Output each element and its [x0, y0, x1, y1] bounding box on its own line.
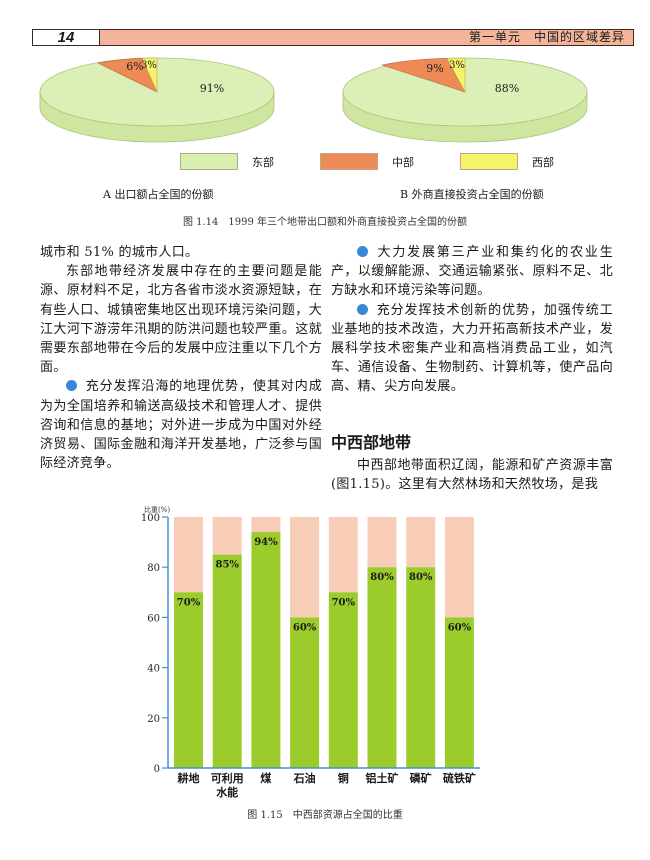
- right-text-column: 大力发展第三产业和集约化的农业生产，以缓解能源、交通运输紧张、原料不足、北方缺水…: [331, 243, 613, 397]
- pie-a-label-east: 91%: [200, 82, 224, 95]
- bar-remainder: [251, 517, 281, 533]
- bullet-icon: [66, 380, 77, 392]
- bar-value-label: 80%: [370, 572, 394, 583]
- bar-value-label: 60%: [293, 622, 317, 633]
- page-header: 14 第一单元 中国的区域差异: [32, 29, 634, 46]
- bullet-item-innovation: 充分发挥技术创新的优势，加强传统工业基地的技术改造，大力开拓高新技术产业，发展科…: [331, 301, 613, 397]
- pie-a-label-central: 6%: [126, 60, 143, 73]
- bar-value-label: 85%: [215, 560, 239, 571]
- left-text-column: 城市和 51% 的城市人口。 东部地带经济发展中存在的主要问题是能源、原材料不足…: [40, 243, 322, 473]
- unit-title: 第一单元 中国的区域差异: [100, 30, 633, 45]
- bar-remainder: [406, 517, 436, 568]
- x-tick-label: 煤: [260, 771, 272, 785]
- section-paragraph: 中西部地带面积辽阔，能源和矿产资源丰富(图1.15)。这里有大然林场和天然牧场，…: [331, 456, 613, 494]
- bar-value-label: 94%: [254, 537, 278, 548]
- bar-value: [174, 592, 203, 768]
- y-tick-label: 80: [147, 563, 160, 574]
- bar-value: [251, 532, 281, 768]
- bullet-text: 充分发挥沿海的地理优势，使其对内成为为全国培养和输送高级技术和管理人才、提供咨询…: [40, 379, 322, 472]
- bar-remainder: [212, 517, 242, 555]
- bar-value: [328, 592, 358, 768]
- pie-b-caption: B 外商直接投资占全国的份额: [400, 188, 544, 201]
- pie-b-label-west: 3%: [449, 60, 465, 71]
- bar-chart-resources: 比重(%) 70% 耕地 85% 可利用 水能 94% 煤 60% 石油 70% 铜 80% 铝土矿 80%…: [130, 505, 490, 805]
- pie-legend: 东部 中部 西部: [180, 153, 600, 170]
- bullet-text: 大力发展第三产业和集约化的农业生产，以缓解能源、交通运输紧张、原料不足、北方缺水…: [331, 245, 613, 299]
- pie-a-caption: A 出口额占全国的份额: [103, 188, 214, 201]
- y-tick-label: 0: [154, 764, 160, 775]
- figure-1-14-caption: 图 1.14 1999 年三个地带出口额和外商直接投资占全国的份额: [182, 217, 468, 228]
- paragraph-continuation: 城市和 51% 的城市人口。: [40, 245, 199, 260]
- legend-label-west: 西部: [532, 155, 554, 169]
- bar-value-label: 70%: [177, 597, 201, 608]
- legend-swatch-central: [320, 153, 378, 170]
- bar-value: [212, 554, 242, 768]
- y-tick-label: 100: [141, 513, 160, 524]
- bar-value: [367, 567, 397, 768]
- y-axis-label: 比重(%): [144, 505, 170, 514]
- section-heading: 中西部地带: [331, 433, 412, 452]
- paragraph-east-problems: 东部地带经济发展中存在的主要问题是能源、原材料不足，北方各省市淡水资源短缺，在有…: [40, 264, 322, 376]
- x-tick-label: 水能: [216, 785, 238, 799]
- paragraph-central-west: 中西部地带面积辽阔，能源和矿产资源丰富(图1.15)。这里有大然林场和天然牧场，…: [331, 458, 613, 493]
- pie-chart-export-share: 6% 3% 91%: [39, 57, 275, 143]
- figure-1-15-caption: 图 1.15 中西部资源占全国的比重: [247, 810, 403, 821]
- y-tick-label: 60: [147, 613, 160, 624]
- legend-label-central: 中部: [392, 155, 414, 169]
- page-number: 14: [33, 30, 100, 45]
- bullet-item-coastal: 充分发挥沿海的地理优势，使其对内成为为全国培养和输送高级技术和管理人才、提供咨询…: [40, 377, 322, 473]
- x-tick-label: 磷矿: [410, 771, 432, 785]
- y-tick-label: 20: [147, 714, 160, 725]
- x-tick-label: 铜: [337, 771, 349, 785]
- legend-swatch-east: [180, 153, 238, 170]
- bar-remainder: [328, 517, 358, 593]
- bullet-icon: [357, 303, 368, 315]
- bar-remainder: [367, 517, 397, 568]
- bar-value-label: 70%: [332, 597, 356, 608]
- bar-value: [406, 567, 436, 768]
- bar-remainder: [174, 517, 203, 593]
- pie-b-label-central: 9%: [426, 62, 443, 75]
- bar-value-label: 80%: [409, 572, 433, 583]
- x-tick-label: 可利用: [211, 771, 244, 785]
- pie-b-label-east: 88%: [495, 82, 519, 95]
- x-tick-label: 铝土矿: [366, 771, 399, 785]
- bar-value-label: 60%: [448, 622, 472, 633]
- bar-value: [290, 617, 320, 768]
- bar-remainder: [290, 517, 320, 618]
- legend-swatch-west: [460, 153, 518, 170]
- x-tick-label: 石油: [293, 771, 316, 785]
- x-tick-label: 耕地: [178, 771, 200, 785]
- legend-label-east: 东部: [252, 155, 274, 169]
- bullet-text: 充分发挥技术创新的优势，加强传统工业基地的技术改造，大力开拓高新技术产业，发展科…: [331, 302, 613, 395]
- bar-value: [444, 617, 474, 768]
- bar-remainder: [444, 517, 474, 618]
- pie-a-label-west: 3%: [141, 60, 157, 71]
- bullet-item-tertiary: 大力发展第三产业和集约化的农业生产，以缓解能源、交通运输紧张、原料不足、北方缺水…: [331, 243, 613, 301]
- bullet-icon: [357, 246, 368, 257]
- pie-chart-fdi-share: 9% 3% 88%: [342, 57, 588, 143]
- y-tick-label: 40: [147, 664, 160, 675]
- x-tick-label: 硫铁矿: [443, 771, 476, 785]
